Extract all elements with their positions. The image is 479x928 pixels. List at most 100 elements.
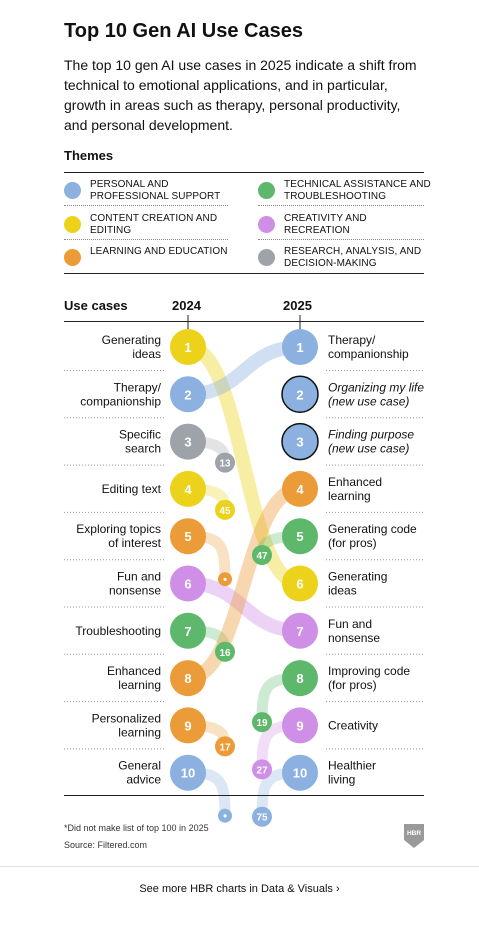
rank-2024-number: 7 xyxy=(184,624,191,639)
drop-rank-label: 13 xyxy=(219,459,231,470)
rank-2024-marker xyxy=(170,376,206,413)
theme-label: Technical assistance and troubleshooting xyxy=(284,179,431,202)
rank-2025-marker xyxy=(281,422,319,461)
theme-swatch xyxy=(64,216,81,233)
rank-2025-label: Improving code (for pros) xyxy=(328,664,410,692)
rank-2025-label: Finding purpose (new use case) xyxy=(328,428,414,456)
drop-rank-label: • xyxy=(223,574,227,586)
rank-2024-number: 5 xyxy=(184,529,191,544)
rank-2025-number: 3 xyxy=(296,435,303,450)
rank-2025-label: Generating code (for pros) xyxy=(328,522,417,550)
entry-rank-label: 75 xyxy=(256,813,268,824)
rank-2024-marker xyxy=(170,754,206,791)
rank-2025-label: Organizing my life (new use case) xyxy=(328,380,424,408)
rank-2025-number: 10 xyxy=(293,766,307,781)
theme-swatch xyxy=(258,216,275,233)
rank-2024-label: Therapy/companionship xyxy=(80,380,161,408)
rank-2024-marker xyxy=(170,423,206,460)
rank-2025-number: 2 xyxy=(296,387,303,402)
source-note: Source: Filtered.com xyxy=(64,840,148,850)
rank-2025-marker xyxy=(282,329,318,365)
theme-divider xyxy=(64,205,228,206)
rank-2024-label: Generating ideas xyxy=(102,333,161,361)
theme-swatch xyxy=(64,249,81,266)
chart-top-rule xyxy=(64,321,424,322)
theme-divider xyxy=(258,205,424,206)
rank-2024-number: 6 xyxy=(184,577,191,592)
year-2024-header: 2024 xyxy=(172,298,201,313)
entry-marker xyxy=(252,545,272,565)
theme-label: Learning and education xyxy=(90,246,228,257)
rank-2024-marker xyxy=(170,329,206,365)
themes-bottom-rule xyxy=(64,273,424,274)
theme-swatch xyxy=(64,182,81,199)
rank-2024-label: Troubleshooting xyxy=(75,624,161,638)
chart-bottom-rule xyxy=(64,795,424,796)
footer-divider xyxy=(0,866,479,867)
drop-marker xyxy=(218,808,232,823)
rank-2025-number: 4 xyxy=(296,482,304,497)
entry-rank-label: 19 xyxy=(256,718,268,729)
rank-2024-number: 3 xyxy=(184,435,191,450)
themes-top-rule xyxy=(64,172,424,173)
rank-2025-marker xyxy=(282,565,318,602)
drop-rank-label: 45 xyxy=(219,506,231,517)
rank-2024-label: Enhanced learning xyxy=(107,664,161,692)
rank-2025-marker xyxy=(282,754,318,791)
theme-label: Research, analysis, and decision-making xyxy=(284,246,422,269)
use-cases-header: Use cases xyxy=(64,298,128,313)
theme-label: Personal and professional support xyxy=(90,179,221,202)
rank-2024-marker xyxy=(170,518,206,555)
rank-2025-number: 7 xyxy=(296,624,303,639)
rank-2024-label: Editing text xyxy=(102,482,162,496)
rank-2025-marker xyxy=(282,612,318,649)
entry-rank-label: 27 xyxy=(256,765,268,776)
rank-2025-marker xyxy=(282,470,318,507)
entry-rank-label: 47 xyxy=(256,551,268,562)
rank-2024-label: Personalized learning xyxy=(92,711,161,739)
svg-text:HBR: HBR xyxy=(407,830,421,837)
rank-2025-label: Enhanced learning xyxy=(328,475,382,503)
rank-2024-number: 4 xyxy=(184,482,192,497)
more-charts-link[interactable]: See more HBR charts in Data & Visuals › xyxy=(139,883,340,895)
rank-2024-number: 2 xyxy=(184,387,191,402)
themes-heading: Themes xyxy=(64,148,114,163)
drop-rank-label: 17 xyxy=(219,742,231,753)
marker-layer xyxy=(170,329,319,827)
theme-swatch xyxy=(258,249,275,266)
rank-2024-label: Specific search xyxy=(119,428,161,456)
rank-2025-marker xyxy=(282,518,318,555)
drop-rank-label: • xyxy=(223,811,227,823)
theme-swatch xyxy=(258,182,275,199)
rank-2025-label: Creativity xyxy=(328,718,378,732)
rank-2025-number: 9 xyxy=(296,718,303,733)
theme-divider xyxy=(258,239,424,240)
drop-marker xyxy=(218,572,232,587)
rank-2024-label: Exploring topics of interest xyxy=(76,522,161,550)
rank-2024-marker xyxy=(170,660,206,697)
theme-label: Content creation and editing xyxy=(90,213,218,236)
rank-2024-label: Fun and nonsense xyxy=(109,570,161,598)
connector-8 xyxy=(186,481,302,686)
rank-2025-label: Therapy/companionship xyxy=(328,333,409,361)
rank-2024-label: General advice xyxy=(118,759,161,787)
rank-2025-number: 8 xyxy=(296,671,303,686)
rank-2025-label: Generating ideas xyxy=(328,570,387,598)
rank-2024-number: 1 xyxy=(184,340,191,355)
drop-marker xyxy=(215,641,235,662)
rank-2025-label: Fun and nonsense xyxy=(328,617,380,645)
connector-1 xyxy=(186,340,302,591)
drop-rank-label: 16 xyxy=(219,648,231,659)
chart-title: Top 10 Gen AI Use Cases xyxy=(64,20,303,42)
rank-2025-marker xyxy=(282,660,318,697)
rank-2024-number: 10 xyxy=(181,766,195,781)
rank-2025-label: Healthier living xyxy=(328,759,376,787)
year-2025-header: 2025 xyxy=(283,298,312,313)
entry-marker xyxy=(252,712,272,733)
hbr-logo: HBR xyxy=(404,824,424,848)
rank-2025-number: 1 xyxy=(296,340,303,355)
entry-marker xyxy=(252,759,272,780)
drop-marker xyxy=(215,736,235,757)
